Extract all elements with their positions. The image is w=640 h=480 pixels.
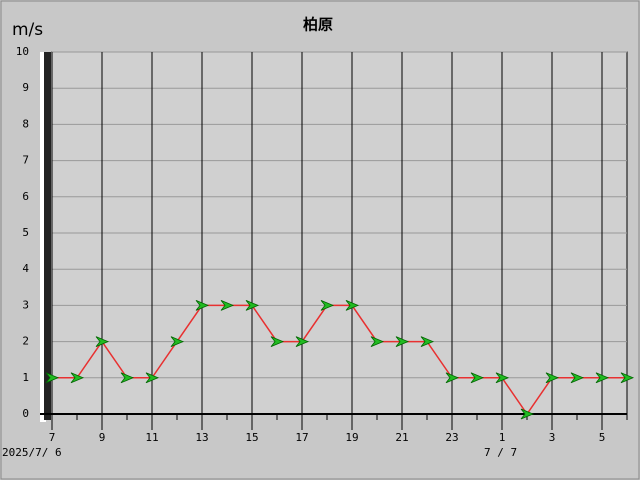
y-tick-label: 2	[22, 335, 29, 348]
y-tick-label: 5	[22, 226, 29, 239]
marker	[470, 372, 485, 384]
date-label: 7 / 7	[484, 446, 517, 459]
date-label: 2025/7/ 6	[2, 446, 62, 459]
x-tick-label: 19	[345, 431, 358, 444]
y-tick-label: 6	[22, 190, 29, 203]
y-tick-label: 3	[22, 298, 29, 311]
marker	[620, 372, 635, 384]
marker	[545, 372, 560, 384]
marker	[245, 300, 260, 311]
x-tick-label: 3	[549, 431, 556, 444]
x-tick-label: 15	[245, 431, 258, 444]
y-tick-label: 1	[22, 371, 29, 384]
marker	[595, 372, 610, 384]
marker	[420, 336, 435, 347]
marker	[445, 372, 460, 384]
y-tick-label: 7	[22, 154, 29, 167]
data-line	[52, 304, 627, 416]
marker	[370, 336, 385, 347]
marker	[520, 408, 535, 420]
marker	[320, 300, 335, 311]
marker	[120, 372, 135, 384]
marker	[95, 336, 110, 347]
y-tick-label: 9	[22, 81, 29, 94]
marker	[570, 372, 585, 384]
marker	[295, 336, 310, 347]
y-axis-label: m/s	[12, 20, 43, 40]
marker	[145, 372, 160, 384]
y-tick-label: 4	[22, 262, 29, 275]
marker	[345, 300, 360, 311]
y-tick-label: 10	[16, 45, 29, 58]
chart-title: 柏原	[303, 16, 333, 34]
x-tick-label: 21	[395, 431, 408, 444]
y-tick-label: 0	[22, 407, 29, 420]
marker	[45, 372, 60, 384]
marker	[270, 336, 285, 347]
x-tick-label: 13	[195, 431, 208, 444]
marker	[70, 372, 85, 384]
x-tick-label: 7	[49, 431, 56, 444]
x-tick-label: 23	[445, 431, 458, 444]
y-axis-bar	[44, 52, 51, 420]
x-tick-label: 1	[499, 431, 506, 444]
marker	[220, 300, 235, 311]
y-tick-label: 8	[22, 117, 29, 130]
marker	[195, 300, 210, 311]
x-tick-label: 11	[145, 431, 158, 444]
y-axis-shadow	[40, 52, 46, 422]
marker	[495, 372, 510, 384]
marker	[395, 336, 410, 347]
x-tick-label: 9	[99, 431, 106, 444]
x-tick-label: 5	[599, 431, 606, 444]
x-tick-label: 17	[295, 431, 308, 444]
marker	[170, 336, 185, 347]
